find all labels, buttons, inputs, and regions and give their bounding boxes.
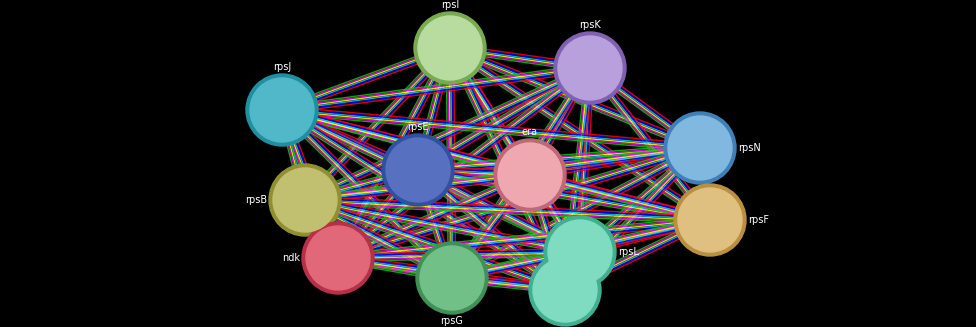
Text: rpsE: rpsE (407, 122, 428, 132)
Circle shape (414, 12, 486, 84)
Text: rpsJ: rpsJ (273, 62, 291, 72)
Circle shape (386, 138, 450, 202)
Text: rpsF: rpsF (748, 215, 769, 225)
Circle shape (494, 139, 566, 211)
Circle shape (554, 32, 626, 104)
Circle shape (548, 220, 612, 284)
Circle shape (416, 242, 488, 314)
Text: rpsI: rpsI (441, 0, 459, 10)
Circle shape (668, 116, 732, 180)
Circle shape (306, 226, 370, 290)
Circle shape (382, 134, 454, 206)
Text: rpsN: rpsN (738, 143, 760, 153)
Circle shape (664, 112, 736, 184)
Circle shape (544, 216, 616, 288)
Text: rpsG: rpsG (440, 316, 464, 326)
Circle shape (558, 36, 622, 100)
Circle shape (269, 164, 341, 236)
Circle shape (674, 184, 746, 256)
Circle shape (273, 168, 337, 232)
Circle shape (420, 246, 484, 310)
Circle shape (678, 188, 742, 252)
Circle shape (302, 222, 374, 294)
Circle shape (529, 254, 601, 326)
Circle shape (250, 78, 314, 142)
Text: rpsK: rpsK (579, 20, 601, 30)
Circle shape (418, 16, 482, 80)
Text: rpsB: rpsB (245, 195, 267, 205)
Text: ndk: ndk (282, 253, 300, 263)
Circle shape (533, 258, 597, 322)
Text: rpsL: rpsL (618, 247, 639, 257)
Text: era: era (522, 127, 538, 137)
Circle shape (498, 143, 562, 207)
Circle shape (246, 74, 318, 146)
